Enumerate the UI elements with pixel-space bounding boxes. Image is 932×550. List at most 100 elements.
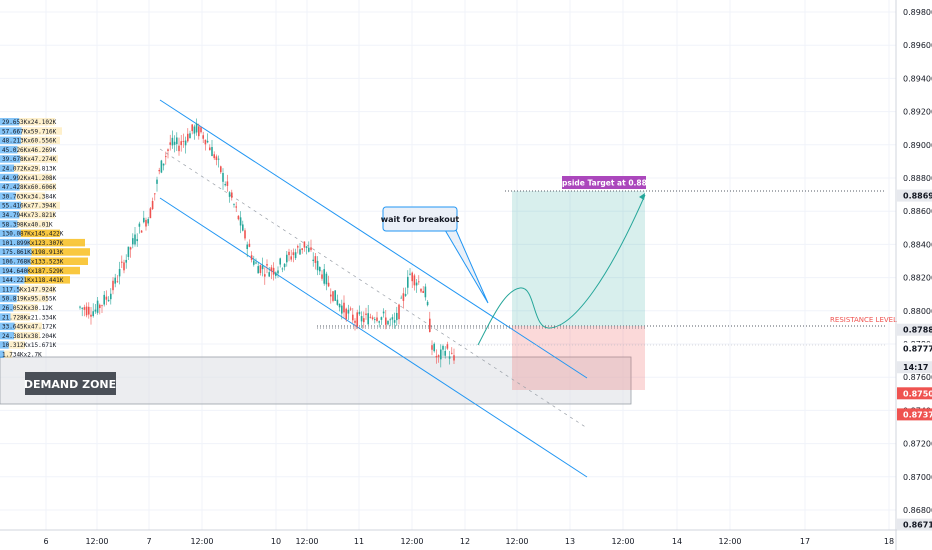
- candle-up: [440, 349, 442, 360]
- volume-profile-label: 1.734Kx2.7K: [2, 352, 42, 359]
- volume-profile-bar-sell: [16, 294, 48, 303]
- price-tag-bg: [897, 361, 932, 374]
- volume-profile-bar-buy: [0, 304, 14, 312]
- candle-up: [277, 270, 279, 274]
- volume-profile-label: 45.026Kx46.269K: [2, 147, 57, 154]
- candle-down: [266, 264, 268, 266]
- volume-profile-label: 117.5Kx147.924K: [2, 286, 57, 293]
- candle-up: [448, 356, 451, 359]
- candle-down: [343, 302, 345, 313]
- candle-down: [446, 344, 449, 349]
- price-tag-bg: [897, 518, 932, 531]
- candle-up: [206, 140, 209, 143]
- projected-path: [477, 194, 646, 346]
- candle-up: [347, 309, 350, 314]
- volume-profile-bar-sell: [14, 331, 40, 340]
- candle-up: [312, 259, 314, 261]
- volume-profile-bar-buy: [0, 192, 16, 200]
- candle-down: [437, 355, 440, 357]
- candle-up: [228, 192, 231, 197]
- candle-down: [310, 247, 312, 250]
- candle-down: [85, 306, 88, 316]
- candle-up: [334, 290, 336, 301]
- candle-down: [167, 149, 169, 151]
- volume-profile-bar-buy: [0, 183, 20, 191]
- volume-profile-bar-buy: [0, 266, 28, 275]
- time-tick-label: 6: [43, 537, 48, 546]
- candle-up: [338, 304, 341, 308]
- candle-down: [354, 320, 356, 323]
- volume-profile-bar-sell: [14, 164, 40, 172]
- volume-profile-label: 106.768Kx133.523K: [2, 259, 64, 266]
- channel-upper-line: [159, 99, 588, 379]
- candle-down: [290, 256, 292, 260]
- candle-down: [429, 318, 431, 332]
- candle-up: [255, 262, 257, 264]
- candle-down: [112, 280, 114, 291]
- volume-profile-bar-sell: [30, 257, 88, 265]
- candle-down: [226, 181, 229, 186]
- candle-up: [387, 320, 389, 325]
- candle-down: [204, 139, 207, 145]
- candle-up: [323, 269, 325, 284]
- candle-up: [283, 263, 286, 268]
- candle-down: [244, 230, 246, 239]
- callout-pointer: [444, 229, 489, 304]
- demand-zone-label: DEMAND ZONE: [24, 378, 116, 391]
- demand-zone-label-bg: [25, 372, 116, 395]
- volume-profile-bar-sell: [21, 136, 60, 145]
- target-label-bg: [562, 176, 646, 189]
- candle-down: [129, 247, 132, 250]
- candle-up: [127, 246, 130, 257]
- volume-profile-label: 58.398Kx40.01K: [2, 221, 53, 228]
- candle-down: [235, 206, 237, 208]
- time-tick-label: 11: [354, 537, 364, 546]
- candle-up: [136, 239, 138, 242]
- volume-profile-bar-buy: [0, 248, 32, 256]
- candle-down: [420, 288, 422, 292]
- candle-up: [92, 311, 94, 317]
- volume-profile-label: 130.087Kx145.422K: [2, 231, 64, 238]
- volume-profile-bar-buy: [0, 118, 20, 126]
- volume-profile-label: 44.992Kx41.208K: [2, 175, 57, 182]
- candle-down: [376, 317, 378, 322]
- volume-profile-bar-sell: [21, 127, 62, 135]
- candle-up: [389, 319, 391, 321]
- candle-down: [385, 317, 387, 325]
- volume-profile-bar-buy: [0, 322, 15, 331]
- volume-profile-label: 29.653Kx24.102K: [2, 119, 57, 126]
- volume-profile-bar-buy: [0, 331, 14, 340]
- volume-profile-bar-sell: [31, 248, 90, 256]
- candle-up: [94, 309, 97, 312]
- time-tick-label: 17: [800, 537, 810, 546]
- candle-up: [409, 273, 411, 275]
- candle-up: [400, 297, 402, 299]
- candle-down: [288, 251, 290, 256]
- candle-down: [369, 316, 372, 318]
- candle-down: [418, 281, 420, 283]
- candle-up: [134, 234, 136, 245]
- volume-profile-bar-sell: [10, 313, 30, 321]
- candle-down: [154, 193, 156, 195]
- candle-down: [365, 313, 367, 315]
- time-tick-label: 12:00: [718, 537, 741, 546]
- candle-down: [259, 265, 262, 273]
- volume-profile-bar-sell: [28, 266, 80, 275]
- time-axis[interactable]: 6 12:00 7 12:00 10 12:00 11 12:00 12 12:00 13 12:00…: [43, 537, 894, 546]
- candle-down: [191, 124, 193, 132]
- volume-profile-label: 30.763Kx34.384K: [2, 193, 57, 200]
- candle-down: [209, 147, 211, 151]
- volume-profile-label: 47.428Kx60.606K: [2, 184, 57, 191]
- candle-down: [90, 314, 92, 317]
- candle-up: [281, 268, 284, 270]
- candle-up: [184, 140, 187, 146]
- candle-down: [149, 208, 152, 219]
- volume-profile-bar-buy: [0, 276, 25, 284]
- candle-down: [303, 241, 306, 248]
